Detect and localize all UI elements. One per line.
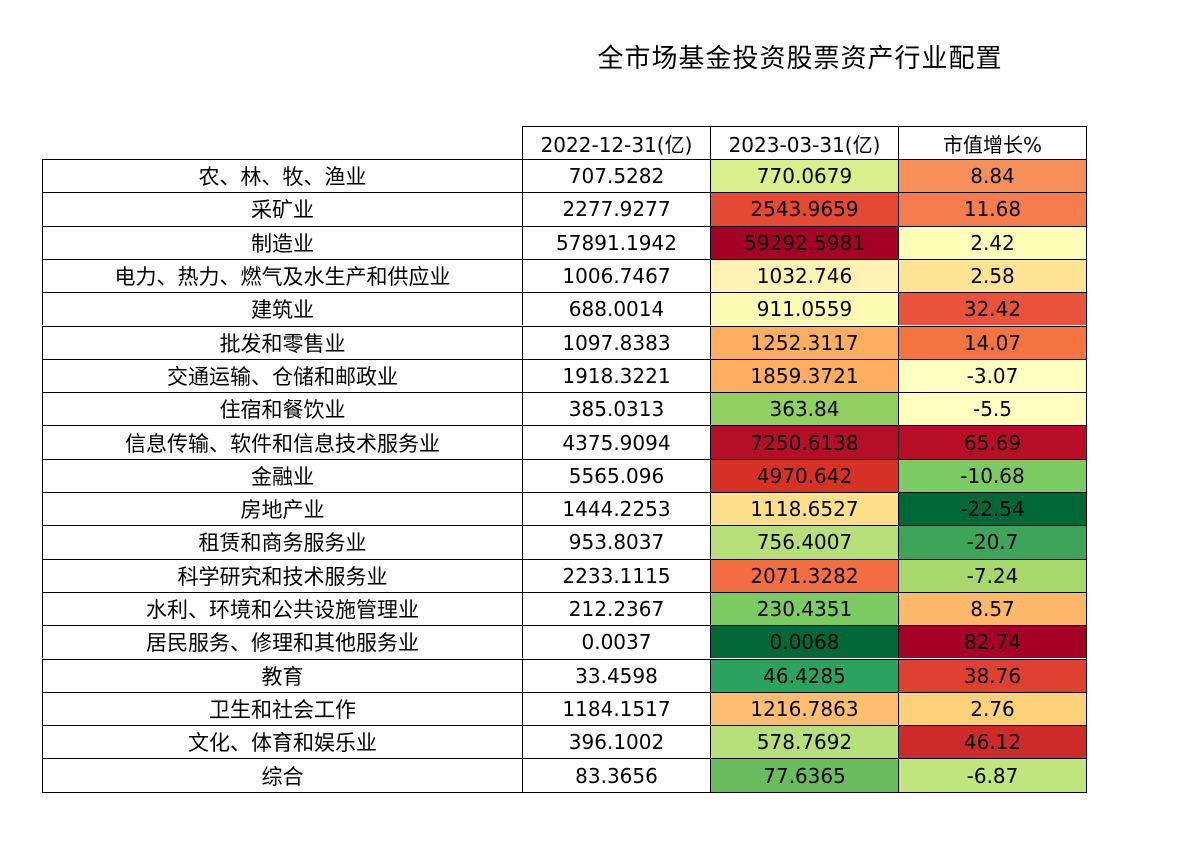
value-2022-cell: 1444.2253 [522, 492, 710, 526]
industry-cell: 金融业 [42, 458, 522, 492]
value-2022-cell: 2233.1115 [522, 558, 710, 592]
industry-cell: 文化、体育和娱乐业 [42, 725, 522, 759]
growth-cell: -5.5 [898, 392, 1086, 426]
growth-cell: 38.76 [898, 658, 1086, 692]
industry-cell: 住宿和餐饮业 [42, 392, 522, 426]
growth-cell: 82.74 [898, 625, 1086, 659]
value-2023-cell: 1859.3721 [710, 358, 898, 393]
table-right-border [1086, 126, 1087, 792]
industry-cell: 科学研究和技术服务业 [42, 558, 522, 592]
industry-cell: 批发和零售业 [42, 325, 522, 359]
value-2022-cell: 212.2367 [522, 591, 710, 626]
value-2023-cell: 2071.3282 [710, 558, 898, 592]
value-2023-cell: 1252.3117 [710, 325, 898, 359]
growth-cell: 2.76 [898, 691, 1086, 726]
value-2022-cell: 33.4598 [522, 658, 710, 692]
value-2022-cell: 1184.1517 [522, 691, 710, 726]
industry-cell: 水利、环境和公共设施管理业 [42, 591, 522, 626]
value-2022-cell: 688.0014 [522, 292, 710, 326]
growth-cell: -7.24 [898, 558, 1086, 592]
value-2023-cell: 578.7692 [710, 725, 898, 759]
value-2023-cell: 2543.9659 [710, 192, 898, 226]
growth-cell: 32.42 [898, 292, 1086, 326]
industry-cell: 采矿业 [42, 192, 522, 226]
industry-cell: 交通运输、仓储和邮政业 [42, 358, 522, 393]
industry-cell: 信息传输、软件和信息技术服务业 [42, 425, 522, 459]
value-2022-cell: 385.0313 [522, 392, 710, 426]
value-2022-cell: 0.0037 [522, 625, 710, 659]
value-2022-cell: 2277.9277 [522, 192, 710, 226]
column-header-2023: 2023-03-31(亿) [710, 126, 898, 159]
value-2022-cell: 1918.3221 [522, 358, 710, 393]
industry-cell: 综合 [42, 758, 522, 792]
value-2022-cell: 1097.8383 [522, 325, 710, 359]
value-2023-cell: 59292.5981 [710, 225, 898, 259]
industry-cell: 房地产业 [42, 492, 522, 526]
value-2023-cell: 4970.642 [710, 458, 898, 492]
growth-cell: -6.87 [898, 758, 1086, 792]
industry-cell: 租赁和商务服务业 [42, 525, 522, 559]
growth-cell: -22.54 [898, 492, 1086, 526]
value-2022-cell: 83.3656 [522, 758, 710, 792]
value-2023-cell: 911.0559 [710, 292, 898, 326]
value-2022-cell: 4375.9094 [522, 425, 710, 459]
growth-cell: 46.12 [898, 725, 1086, 759]
value-2023-cell: 363.84 [710, 392, 898, 426]
value-2023-cell: 770.0679 [710, 159, 898, 193]
growth-cell: 8.57 [898, 591, 1086, 626]
growth-cell: -10.68 [898, 458, 1086, 492]
value-2023-cell: 46.4285 [710, 658, 898, 692]
value-2023-cell: 1032.746 [710, 258, 898, 293]
growth-cell: -20.7 [898, 525, 1086, 559]
value-2023-cell: 7250.6138 [710, 425, 898, 459]
value-2022-cell: 57891.1942 [522, 225, 710, 259]
value-2023-cell: 1216.7863 [710, 691, 898, 726]
growth-cell: 11.68 [898, 192, 1086, 226]
value-2022-cell: 953.8037 [522, 525, 710, 559]
value-2023-cell: 230.4351 [710, 591, 898, 626]
chart-title: 全市场基金投资股票资产行业配置 [597, 44, 1003, 74]
industry-cell: 农、林、牧、渔业 [42, 159, 522, 193]
growth-cell: 2.42 [898, 225, 1086, 259]
growth-cell: 2.58 [898, 258, 1086, 293]
industry-cell: 建筑业 [42, 292, 522, 326]
table-bottom-border [42, 791, 1087, 793]
growth-cell: 14.07 [898, 325, 1086, 359]
column-header-growth: 市值增长% [898, 126, 1086, 159]
industry-cell: 教育 [42, 658, 522, 692]
industry-cell: 制造业 [42, 225, 522, 259]
value-2023-cell: 77.6365 [710, 758, 898, 792]
column-header-2022: 2022-12-31(亿) [522, 126, 710, 159]
industry-cell: 卫生和社会工作 [42, 691, 522, 726]
value-2022-cell: 1006.7467 [522, 258, 710, 293]
growth-cell: 65.69 [898, 425, 1086, 459]
value-2022-cell: 396.1002 [522, 725, 710, 759]
value-2022-cell: 707.5282 [522, 159, 710, 193]
industry-cell: 居民服务、修理和其他服务业 [42, 625, 522, 659]
value-2023-cell: 0.0068 [710, 625, 898, 659]
growth-cell: 8.84 [898, 159, 1086, 193]
industry-cell: 电力、热力、燃气及水生产和供应业 [42, 258, 522, 293]
value-2022-cell: 5565.096 [522, 458, 710, 492]
growth-cell: -3.07 [898, 358, 1086, 393]
value-2023-cell: 756.4007 [710, 525, 898, 559]
value-2023-cell: 1118.6527 [710, 492, 898, 526]
